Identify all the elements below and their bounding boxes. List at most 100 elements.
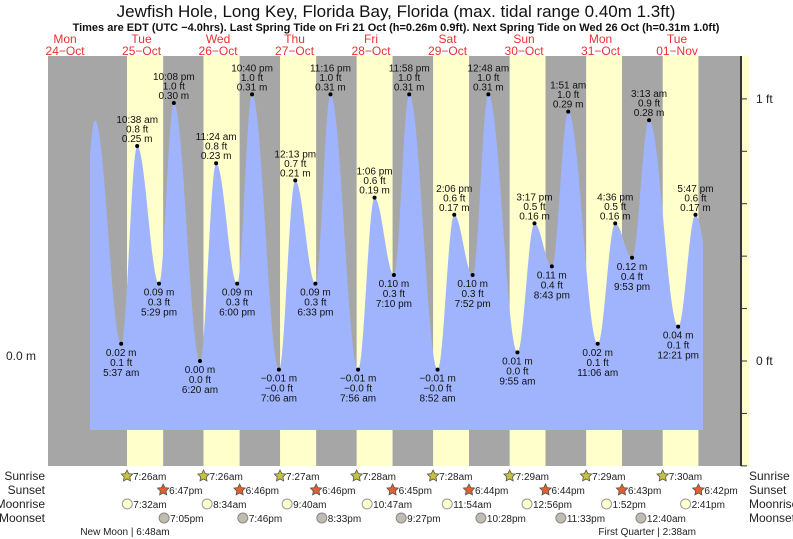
tide-low-point [197, 359, 202, 363]
sunset-time: 6:47pm [169, 486, 202, 497]
tide-low-m-label: 0.12 m [617, 262, 648, 273]
tide-high-point [693, 212, 698, 217]
day-date: 01−Nov [656, 44, 698, 58]
sunset-star-icon [233, 483, 247, 496]
moonrise-time: 9:40am [293, 500, 326, 511]
sunset-star-icon [691, 483, 705, 496]
tide-low-point [276, 367, 281, 372]
tide-high-point [171, 101, 176, 105]
moonrise-time: 7:32am [133, 500, 166, 511]
tide-low-ft-label: 0.4 ft [621, 272, 643, 283]
tide-high-ft-label: 0.7 ft [284, 159, 306, 170]
day-date: 24−Oct [46, 44, 86, 58]
tide-high-point [566, 109, 571, 114]
tide-low-time-label: 7:56 am [340, 394, 376, 405]
tide-low-ft-label: 0.0 ft [506, 366, 528, 377]
axes: 1 ft 0 ft 0.0 m [6, 56, 773, 467]
tide-high-time-label: 5:47 pm [677, 184, 713, 195]
day-name: Thu [284, 32, 305, 46]
day-headers: Mon24−OctTue25−OctWed26−OctThu27−OctFri2… [46, 32, 698, 58]
tide-low-m-label: −0.01 m [261, 374, 297, 385]
tide-low-point [470, 273, 475, 277]
sunrise-time: 7:30am [669, 472, 702, 483]
tide-high-m-label: 0.31 m [315, 82, 346, 93]
tide-low-m-label: 0.00 m [185, 365, 216, 376]
tide-low-ft-label: 0.1 ft [667, 341, 689, 352]
tide-low-time-label: 6:00 pm [219, 308, 255, 319]
tide-high-ft-label: 0.5 ft [604, 202, 626, 213]
tide-low-point [676, 324, 681, 329]
row-label-moonrise: Moonrise [0, 497, 45, 511]
tide-high-point [293, 178, 298, 183]
tide-low-point [157, 281, 162, 286]
tide-high-m-label: 0.16 m [519, 211, 550, 222]
right-axis-tick-label: 0 ft [756, 354, 773, 368]
tide-low-time-label: 7:10 pm [376, 299, 412, 310]
tide-low-m-label: 0.01 m [502, 356, 533, 367]
tide-high-point [532, 221, 537, 226]
tide-low-point [313, 281, 318, 286]
tide-low-point [515, 350, 520, 355]
day-name: Tue [667, 32, 688, 46]
day-name: Mon [53, 32, 76, 46]
tide-low-m-label: 0.02 m [106, 348, 137, 359]
tide-high-m-label: 0.17 m [680, 203, 711, 214]
tide-low-ft-label: 0.3 ft [226, 298, 248, 309]
sunset-star-icon [462, 483, 476, 496]
tide-high-ft-label: 1.0 ft [163, 82, 185, 93]
moonrise-icon [601, 498, 613, 510]
tide-low-ft-label: 0.3 ft [462, 289, 484, 300]
moonset-icon [395, 512, 407, 524]
tide-low-time-label: 8:52 am [420, 394, 456, 405]
moonset-time: 8:33pm [328, 514, 361, 525]
tide-high-time-label: 11:16 pm [310, 63, 351, 74]
tide-high-m-label: 0.19 m [359, 186, 390, 197]
moon-phase-label: New Moon | 6:48am [80, 527, 169, 538]
sunrise-time: 7:28am [363, 472, 396, 483]
day-date: 28−Oct [352, 44, 392, 58]
tide-low-point [595, 341, 600, 346]
tide-low-ft-label: −0.0 ft [344, 384, 372, 395]
sunrise-star-icon [579, 469, 593, 482]
tide-low-ft-label: 0.3 ft [383, 289, 405, 300]
tide-high-ft-label: 0.6 ft [443, 193, 465, 204]
sunset-time: 6:46pm [322, 486, 355, 497]
tide-high-m-label: 0.16 m [600, 211, 631, 222]
day-date: 31−Oct [581, 44, 621, 58]
moonset-time: 7:46pm [249, 514, 282, 525]
moonset-time: 9:27pm [407, 514, 440, 525]
moonrise-time: 10:47am [373, 500, 412, 511]
sunrise-star-icon [120, 469, 134, 482]
moon-phase-label: First Quarter | 2:38am [598, 527, 696, 538]
day-name: Fri [364, 32, 378, 46]
tide-high-m-label: 0.31 m [473, 82, 504, 93]
tide-low-m-label: −0.01 m [340, 374, 376, 385]
tide-high-ft-label: 1.0 ft [398, 73, 420, 84]
left-axis-label: 0.0 m [6, 349, 36, 363]
moonset-time: 12:40am [647, 514, 686, 525]
tide-high-ft-label: 0.9 ft [638, 99, 660, 110]
tide-low-time-label: 9:53 pm [614, 282, 650, 293]
sunset-star-icon [309, 483, 323, 496]
tide-low-m-label: 0.11 m [537, 270, 567, 281]
tide-low-time-label: 9:55 am [499, 376, 535, 387]
tide-low-time-label: 6:33 pm [297, 308, 333, 319]
chart-title: Jewfish Hole, Long Key, Florida Bay, Flo… [117, 2, 676, 21]
tide-high-m-label: 0.31 m [394, 82, 425, 93]
tide-low-m-label: 0.09 m [144, 288, 175, 299]
tide-low-point [435, 367, 440, 372]
chart-subtitle: Times are EDT (UTC −4.0hrs). Last Spring… [73, 22, 720, 34]
tide-high-ft-label: 0.5 ft [523, 202, 545, 213]
tide-low-ft-label: −0.0 ft [265, 384, 293, 395]
moonrise-time: 11:54am [453, 500, 491, 511]
tide-high-ft-label: 1.0 ft [319, 73, 341, 84]
sunset-star-icon [386, 483, 400, 496]
tide-high-ft-label: 1.0 ft [241, 73, 263, 84]
tide-high-m-label: 0.17 m [439, 203, 470, 214]
tide-high-point [647, 118, 652, 123]
day-date: 29−Oct [428, 44, 468, 58]
tide-high-time-label: 11:58 pm [389, 63, 430, 74]
